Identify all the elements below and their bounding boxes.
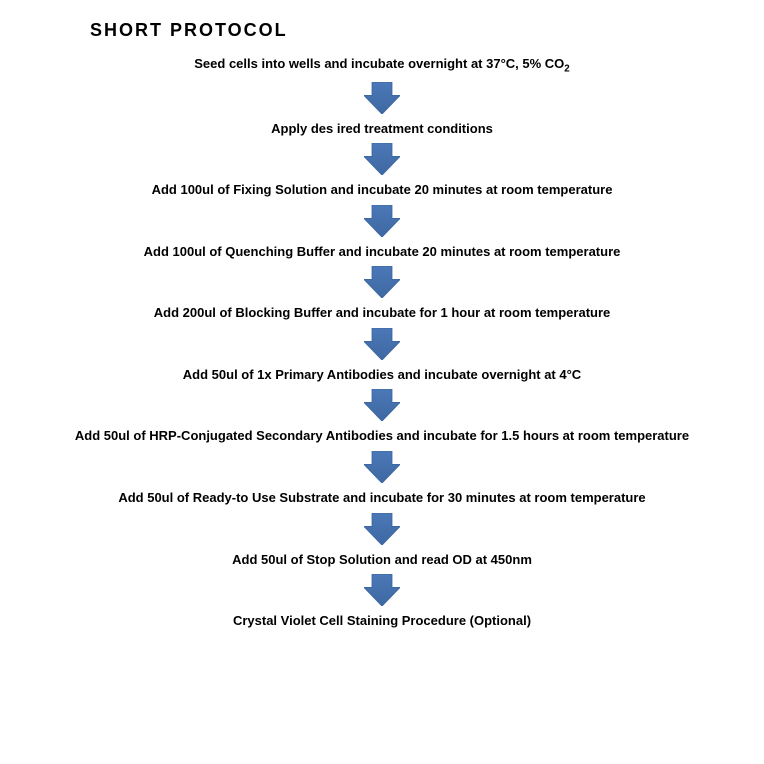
protocol-step: Add 100ul of Quenching Buffer and incuba… — [136, 243, 629, 261]
down-arrow-icon — [364, 574, 400, 606]
protocol-page: SHORT PROTOCOL Seed cells into wells and… — [0, 0, 764, 640]
protocol-step: Add 50ul of 1x Primary Antibodies and in… — [175, 366, 589, 384]
protocol-step: Crystal Violet Cell Staining Procedure (… — [225, 612, 539, 630]
page-title: SHORT PROTOCOL — [90, 20, 764, 41]
down-arrow-icon — [364, 328, 400, 360]
down-arrow-icon — [364, 82, 400, 114]
protocol-step: Seed cells into wells and incubate overn… — [186, 55, 577, 76]
protocol-step: Add 100ul of Fixing Solution and incubat… — [144, 181, 621, 199]
down-arrow-icon — [364, 143, 400, 175]
down-arrow-icon — [364, 205, 400, 237]
protocol-step: Add 50ul of Stop Solution and read OD at… — [224, 551, 540, 569]
protocol-step: Add 200ul of Blocking Buffer and incubat… — [146, 304, 619, 322]
down-arrow-icon — [364, 513, 400, 545]
protocol-step: Add 50ul of Ready-to Use Substrate and i… — [110, 489, 653, 507]
down-arrow-icon — [364, 451, 400, 483]
protocol-step: Add 50ul of HRP-Conjugated Secondary Ant… — [67, 427, 697, 445]
down-arrow-icon — [364, 389, 400, 421]
protocol-step: Apply des ired treatment conditions — [263, 120, 501, 138]
down-arrow-icon — [364, 266, 400, 298]
protocol-flow: Seed cells into wells and incubate overn… — [0, 55, 764, 630]
